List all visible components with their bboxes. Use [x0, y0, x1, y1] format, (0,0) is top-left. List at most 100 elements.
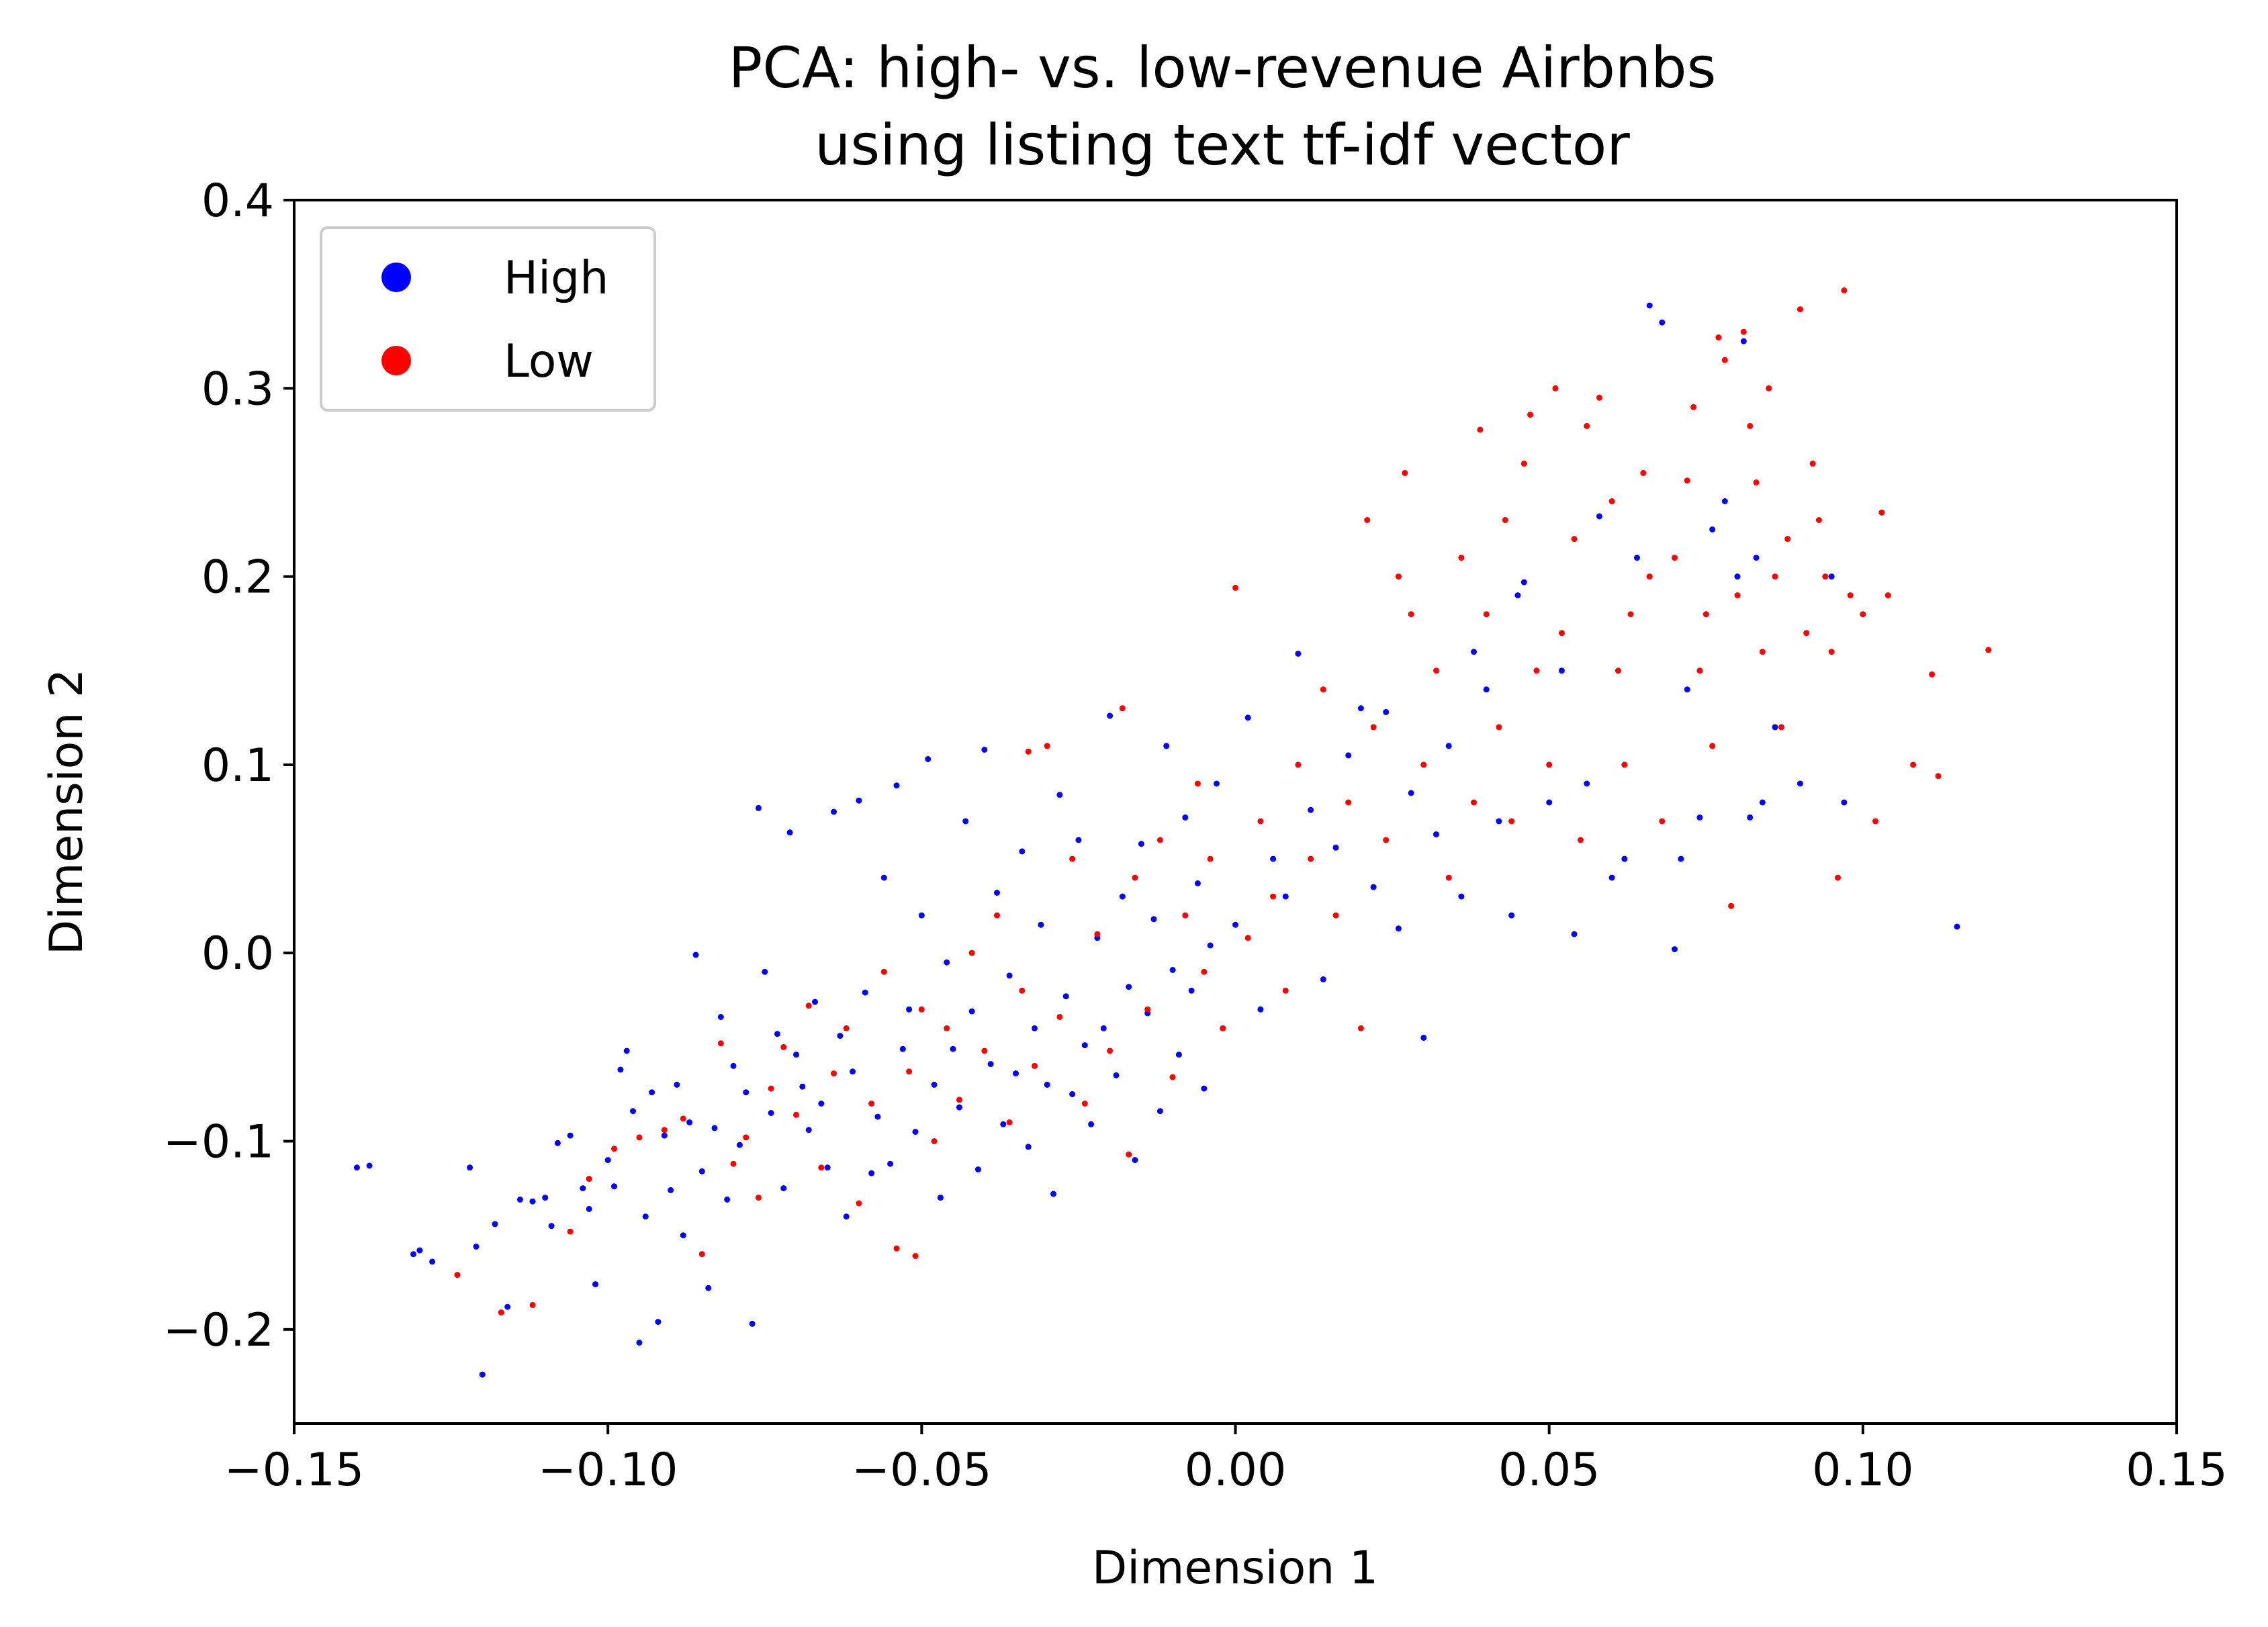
y-tick-label: 0.0 [201, 927, 274, 980]
data-point-low [1766, 385, 1772, 391]
data-point-low [968, 949, 975, 956]
data-point-low [1608, 498, 1615, 504]
data-point-low [1056, 1014, 1063, 1020]
data-point-high [617, 1066, 624, 1073]
data-point-low [1119, 705, 1126, 712]
data-point-high [1044, 1081, 1050, 1088]
data-point-low [1822, 573, 1829, 580]
data-point-high [592, 1281, 598, 1288]
data-point-low [1201, 968, 1208, 975]
data-point-low [730, 1160, 737, 1167]
data-point-high [1194, 880, 1201, 886]
data-point-high [1508, 912, 1515, 919]
data-point-low [1345, 799, 1352, 806]
data-point-high [1383, 708, 1390, 715]
data-point-high [962, 818, 969, 825]
data-point-high [1113, 1072, 1120, 1078]
legend-marker-low [381, 346, 411, 375]
data-point-high [987, 1061, 994, 1068]
data-point-low [1709, 743, 1716, 749]
data-point-low [1985, 647, 1992, 653]
data-point-high [824, 1164, 831, 1171]
data-point-high [1214, 780, 1220, 787]
data-point-high [1608, 874, 1615, 881]
data-point-low [1803, 630, 1810, 637]
data-point-low [1815, 517, 1822, 523]
data-point-low [780, 1043, 787, 1050]
data-point-high [586, 1205, 592, 1212]
data-point-low [1132, 874, 1138, 881]
data-point-high [1182, 814, 1189, 821]
data-point-high [1395, 925, 1402, 932]
data-point-high [1571, 931, 1578, 937]
data-point-high [1019, 848, 1026, 855]
data-point-low [1935, 773, 1942, 780]
data-point-high [1232, 921, 1238, 928]
data-point-high [1244, 714, 1251, 721]
series-low [454, 287, 1992, 1316]
data-point-low [1841, 287, 1848, 293]
data-point-high [1621, 855, 1628, 862]
data-point-low [567, 1228, 574, 1235]
data-point-high [1420, 1034, 1427, 1041]
data-point-high [1496, 818, 1502, 825]
data-point-low [793, 1111, 799, 1118]
data-point-low [1207, 855, 1214, 862]
data-point-low [1433, 667, 1439, 674]
data-point-high [874, 1113, 881, 1120]
data-point-high [1659, 319, 1666, 326]
data-point-low [1069, 855, 1076, 862]
data-point-low [1332, 912, 1339, 919]
data-point-high [818, 1101, 825, 1107]
data-point-high [1759, 799, 1766, 806]
data-point-low [1144, 1006, 1151, 1013]
y-axis-ticks: −0.2 −0.1 0.0 0.1 0.2 0.3 0.4 [163, 175, 294, 1357]
data-point-high [1696, 814, 1703, 821]
chart-title: PCA: high- vs. low-revenue Airbnbs using… [729, 35, 1717, 178]
data-point-high [410, 1251, 416, 1258]
data-point-low [586, 1176, 592, 1182]
data-point-high [1119, 893, 1126, 900]
data-point-low [1684, 477, 1690, 484]
data-point-low [1257, 818, 1264, 825]
data-point-low [1627, 611, 1634, 618]
data-point-high [1069, 1091, 1076, 1097]
data-point-high [1075, 837, 1082, 843]
data-point-low [1577, 837, 1584, 843]
data-point-low [768, 1085, 774, 1092]
data-point-high [918, 912, 925, 919]
data-point-low [1282, 987, 1289, 994]
data-point-low [1458, 555, 1465, 561]
data-point-high [636, 1340, 643, 1346]
data-point-high [492, 1221, 498, 1227]
data-point-low [1784, 536, 1791, 543]
data-point-low [805, 1003, 812, 1009]
data-point-low [1094, 931, 1101, 937]
y-axis-label: Dimension 2 [40, 669, 93, 955]
data-point-low [1408, 611, 1414, 618]
data-point-high [762, 968, 768, 975]
data-point-high [994, 890, 1000, 896]
data-point-low [906, 1068, 913, 1075]
data-point-low [1552, 385, 1559, 391]
data-point-low [981, 1048, 988, 1054]
data-point-high [944, 959, 950, 966]
data-point-high [1634, 555, 1640, 561]
data-point-high [1308, 806, 1314, 813]
data-point-high [1050, 1191, 1056, 1197]
data-point-high [567, 1132, 574, 1139]
data-point-low [1615, 667, 1621, 674]
data-point-high [1188, 987, 1195, 994]
data-point-high [768, 1110, 774, 1116]
data-point-low [1878, 509, 1885, 516]
data-point-low [1383, 837, 1390, 843]
data-point-high [1684, 686, 1690, 693]
data-point-high [1257, 1006, 1264, 1013]
data-point-high [655, 1319, 662, 1326]
data-point-high [743, 1089, 750, 1096]
data-point-high [649, 1089, 655, 1096]
data-point-high [1201, 1085, 1208, 1092]
x-tick-label: 0.10 [1812, 1444, 1913, 1497]
data-point-high [981, 747, 988, 753]
data-point-high [698, 1168, 705, 1174]
